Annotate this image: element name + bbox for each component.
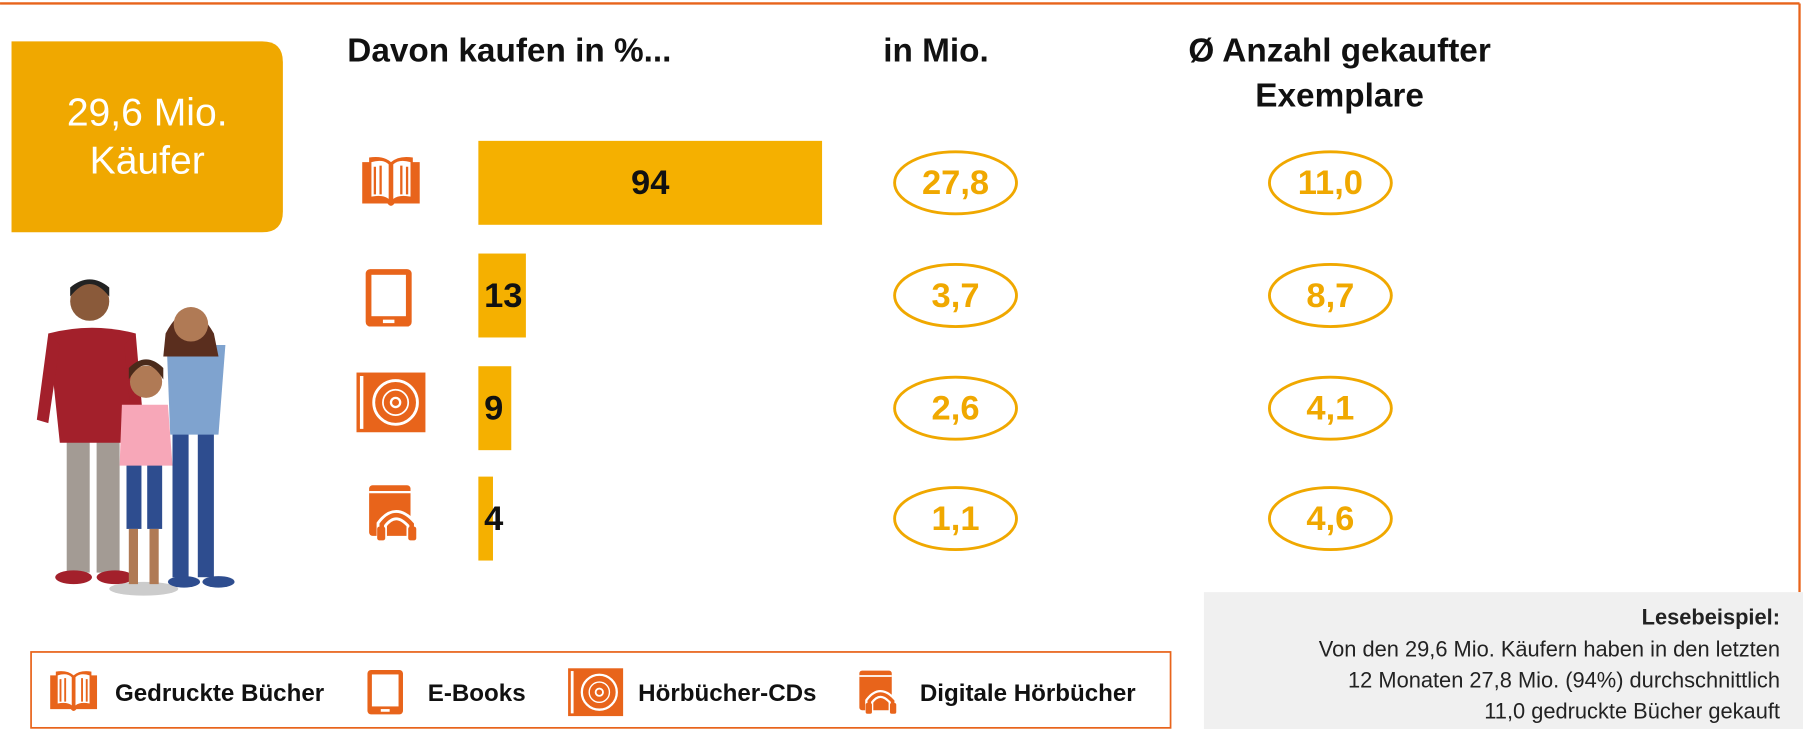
copies-label: 8,7 <box>1306 277 1354 315</box>
bar-label: 94 <box>631 164 669 202</box>
bar-header: Davon kaufen in %... <box>347 33 671 70</box>
note-line: 11,0 gedruckte Bücher gekauft <box>1484 699 1780 724</box>
buyers-label: 27,8 <box>922 164 989 202</box>
row-icon <box>362 157 419 206</box>
note-title: Lesebeispiel: <box>1642 604 1780 629</box>
row-icon <box>356 373 425 433</box>
legend-label: E-Books <box>428 680 526 707</box>
buyers-label: 3,7 <box>932 277 980 315</box>
legend-label: Hörbücher-CDs <box>638 680 816 707</box>
bar-label: 4 <box>484 500 503 538</box>
legend-label: Gedruckte Bücher <box>115 680 325 707</box>
note-line: 12 Monaten 27,8 Mio. (94%) durchschnittl… <box>1348 668 1780 693</box>
row-icon <box>366 269 412 326</box>
row-icon <box>369 485 416 540</box>
buyers-label: 1,1 <box>932 500 980 538</box>
copies-label: 11,0 <box>1298 164 1363 202</box>
bar-label: 9 <box>484 390 503 428</box>
legend-icon <box>568 668 623 716</box>
buyers-header: in Mio. <box>883 33 989 70</box>
copies-header: Ø Anzahl gekaufter <box>1188 33 1491 70</box>
note-line: Von den 29,6 Mio. Käufern haben in den l… <box>1319 637 1780 662</box>
copies-label: 4,1 <box>1306 390 1354 428</box>
copies-label: 4,6 <box>1306 500 1354 538</box>
legend-icon <box>859 671 896 714</box>
family-illustration <box>37 279 235 595</box>
infographic: 29,6 Mio. Käufer Davon kaufen in %... in… <box>0 0 1803 729</box>
legend-label: Digitale Hörbücher <box>920 680 1136 707</box>
total-line: 29,6 Mio. <box>67 91 228 134</box>
legend-icon <box>367 670 403 714</box>
legend-icon <box>50 671 97 711</box>
total-line: Käufer <box>90 140 205 183</box>
total-box <box>12 41 283 232</box>
buyers-label: 2,6 <box>932 390 980 428</box>
bar-label: 13 <box>484 277 522 315</box>
copies-header: Exemplare <box>1255 78 1424 115</box>
